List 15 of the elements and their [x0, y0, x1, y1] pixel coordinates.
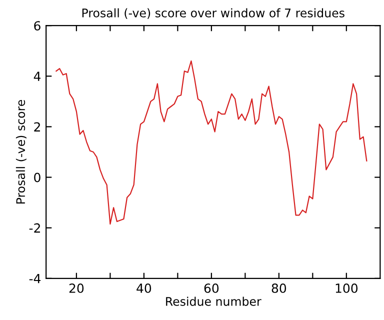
y-tick-label: 4: [34, 72, 41, 81]
x-tick-label: 100: [336, 283, 358, 293]
x-tick-label: 60: [204, 283, 219, 293]
x-tick-label: 80: [272, 283, 286, 293]
y-tick-label: -4: [29, 274, 41, 284]
x-tick-label: 20: [69, 283, 84, 293]
chart-title: Prosall (-ve) score over window of 7 residues: [82, 8, 344, 19]
y-axis-title: Prosall (-ve) score: [16, 100, 26, 204]
x-axis-title: Residue number: [166, 296, 262, 306]
line-series: [56, 60, 368, 225]
x-tick-label: 40: [136, 283, 152, 293]
y-tick-label: -2: [29, 223, 40, 233]
y-tick-label: 0: [34, 172, 40, 182]
y-tick-label: 6: [34, 21, 40, 31]
y-tick-label: 2: [34, 122, 40, 132]
